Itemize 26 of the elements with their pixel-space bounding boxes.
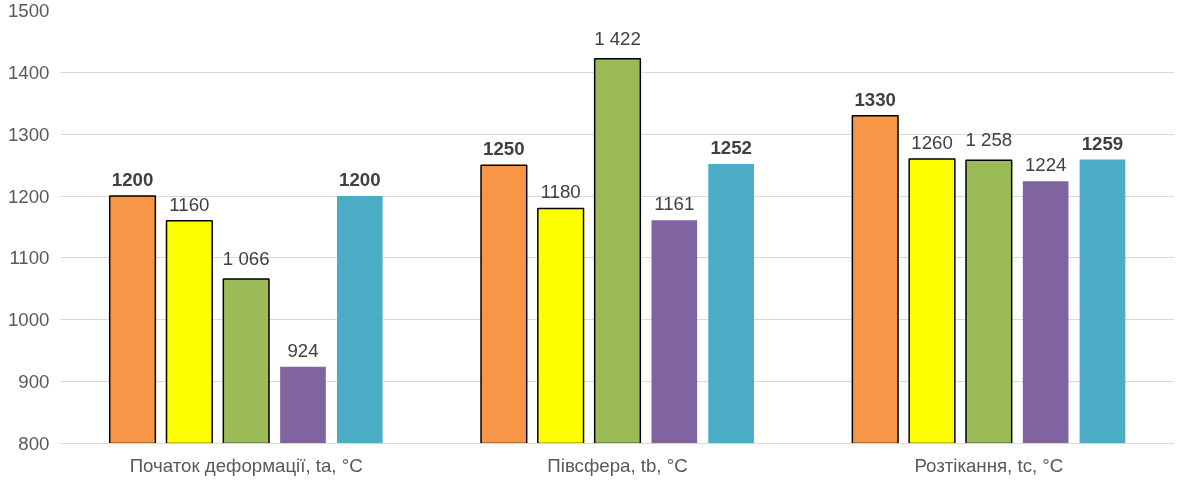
y-tick-label: 800 — [18, 433, 50, 454]
y-tick-label: 1000 — [8, 309, 50, 331]
x-tick-label: Розтікання, tc, °C — [914, 454, 1064, 476]
data-label: 1161 — [654, 193, 695, 215]
data-label: 1259 — [1081, 132, 1124, 154]
x-tick-label: Півсфера, tb, °C — [547, 454, 688, 476]
data-label: 1 422 — [594, 27, 641, 49]
data-label: 1 066 — [222, 247, 270, 269]
data-label: 1200 — [111, 169, 154, 191]
data-label: 1330 — [854, 88, 896, 110]
data-label: 1180 — [540, 181, 581, 203]
data-label: 1250 — [483, 138, 525, 160]
data-label: 1200 — [339, 169, 381, 191]
data-label: 1224 — [1024, 154, 1067, 176]
x-tick-label: Початок деформації, ta, °C — [129, 454, 363, 476]
y-tick-label: 1100 — [9, 247, 50, 269]
data-label: 1160 — [169, 193, 210, 215]
data-label: 924 — [287, 339, 319, 361]
data-label: 1 258 — [965, 129, 1013, 151]
y-tick-label: 1300 — [8, 123, 50, 145]
y-tick-label: 1400 — [8, 61, 50, 83]
y-tick-label: 1200 — [8, 185, 50, 207]
y-tick-label: 900 — [18, 371, 50, 393]
data-label: 1252 — [710, 136, 752, 158]
data-label: 1260 — [911, 131, 953, 153]
y-tick-label: 1500 — [8, 0, 50, 21]
